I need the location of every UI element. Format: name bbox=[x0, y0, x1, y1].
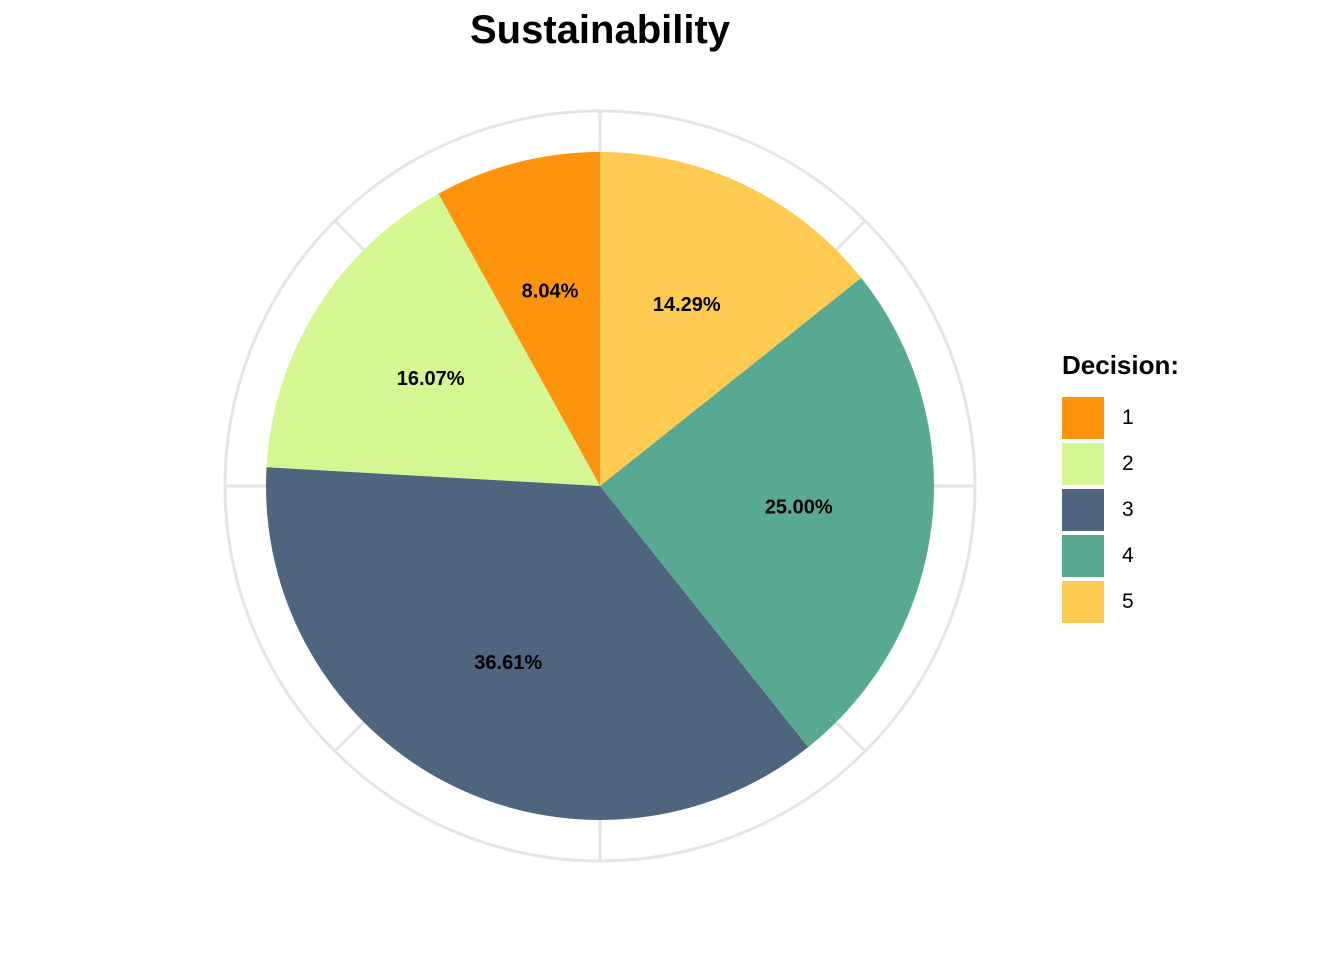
pie-slice-2 bbox=[266, 193, 600, 486]
slice-label-4: 25.00% bbox=[765, 497, 833, 519]
legend-item-5: 5 bbox=[1062, 579, 1179, 625]
slice-label-5: 14.29% bbox=[653, 294, 721, 316]
legend-item-1: 1 bbox=[1062, 395, 1179, 441]
legend-item-4: 4 bbox=[1062, 533, 1179, 579]
slice-label-2: 16.07% bbox=[397, 368, 465, 390]
legend-swatch bbox=[1062, 397, 1104, 439]
pie-slice-4 bbox=[600, 277, 934, 748]
chart-title: Sustainability bbox=[469, 8, 731, 52]
legend-label: 4 bbox=[1122, 544, 1134, 567]
legend-label: 3 bbox=[1122, 498, 1134, 521]
legend-swatch bbox=[1062, 443, 1104, 485]
legend-swatch bbox=[1062, 581, 1104, 623]
legend-label: 5 bbox=[1122, 590, 1134, 613]
legend: Decision: 1 2 3 4 5 bbox=[1062, 350, 1179, 625]
pie-slice-3 bbox=[266, 467, 809, 821]
legend-swatch bbox=[1062, 489, 1104, 531]
pie-slices bbox=[266, 152, 934, 821]
legend-item-2: 2 bbox=[1062, 441, 1179, 487]
legend-swatch bbox=[1062, 535, 1104, 577]
legend-title: Decision: bbox=[1062, 350, 1180, 380]
slice-label-3: 36.61% bbox=[474, 652, 542, 674]
legend-label: 2 bbox=[1122, 452, 1134, 475]
legend-label: 1 bbox=[1122, 406, 1134, 429]
legend-items: 1 2 3 4 5 bbox=[1062, 395, 1179, 625]
pie-slice-1 bbox=[438, 152, 600, 486]
slice-labels: 8.04% 16.07% 36.61% 25.00% 14.29% bbox=[397, 281, 833, 674]
pie-slice-5 bbox=[600, 152, 862, 486]
legend-item-3: 3 bbox=[1062, 487, 1179, 533]
slice-label-1: 8.04% bbox=[522, 281, 579, 303]
